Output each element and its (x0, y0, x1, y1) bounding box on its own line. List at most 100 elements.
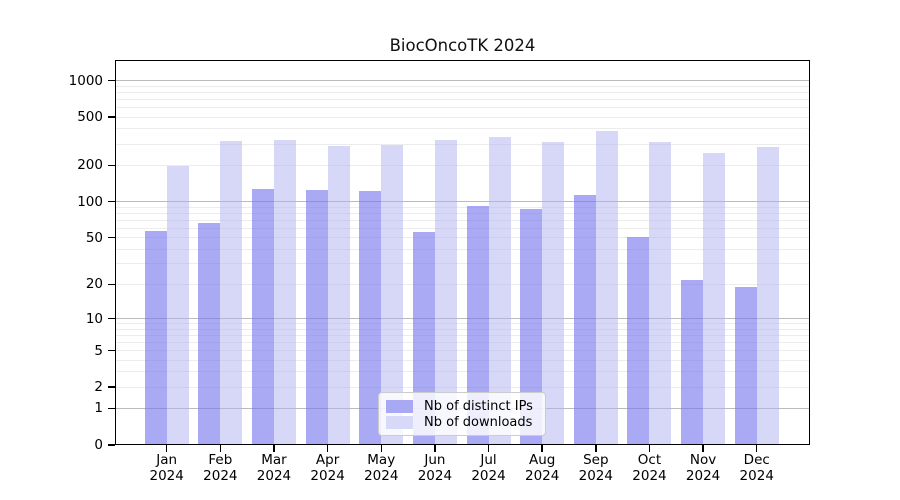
gridline-minor (116, 85, 809, 87)
gridline-major (116, 318, 809, 320)
bar-downloads-may (381, 145, 404, 445)
y-tick-mark (108, 444, 115, 446)
x-tick-mark (702, 445, 704, 452)
y-tick-label: 2 (94, 379, 103, 396)
x-tick-mark (487, 445, 490, 452)
x-tick-label: Sep 2024 (578, 452, 613, 484)
bar-distinct-ips-oct (627, 236, 650, 445)
gridline-minor (116, 107, 809, 109)
gridline-minor (116, 328, 809, 330)
y-tick-mark (108, 200, 115, 203)
gridline-minor (116, 323, 809, 325)
y-tick-mark (108, 79, 115, 82)
x-tick-label: Jun 2024 (417, 452, 453, 484)
bar-distinct-ips-jan (144, 230, 167, 445)
gridline-minor (116, 206, 809, 208)
bar-distinct-ips-jul (466, 205, 489, 445)
bar-distinct-ips-apr (305, 189, 328, 445)
bar-distinct-ips-feb (198, 223, 221, 445)
x-tick-label: Dec 2024 (739, 452, 774, 484)
gridline-major (116, 80, 809, 82)
gridline-minor (116, 237, 809, 239)
x-tick-mark (273, 445, 275, 452)
y-tick-label: 20 (85, 276, 103, 293)
bar-downloads-jul (488, 136, 511, 445)
gridline-minor (116, 283, 809, 285)
x-tick-label: Apr 2024 (310, 452, 345, 484)
x-tick-label: Oct 2024 (632, 452, 667, 484)
gridline-minor (116, 248, 809, 250)
y-tick-label: 10 (85, 310, 103, 327)
gridline-minor (116, 350, 809, 351)
gridline-minor (116, 164, 809, 166)
legend-item-downloads: Nb of downloads (386, 414, 538, 430)
y-tick-label: 1 (94, 400, 103, 417)
gridline-minor (116, 359, 809, 361)
y-tick-mark (108, 116, 115, 118)
x-tick-mark (326, 445, 329, 452)
gridline-minor (116, 386, 809, 388)
x-tick-mark (541, 445, 543, 452)
gridline-minor (116, 263, 809, 265)
gridline-minor (116, 334, 809, 336)
legend-swatch-downloads (386, 415, 413, 429)
gridline-minor (116, 227, 809, 229)
bar-downloads-sep (595, 130, 618, 445)
y-tick-label: 500 (77, 109, 103, 126)
legend: Nb of distinct IPs Nb of downloads (378, 392, 546, 436)
y-tick-mark (108, 349, 115, 352)
y-tick-label: 200 (77, 157, 103, 174)
gridline-minor (116, 91, 809, 93)
x-tick-label: Nov 2024 (685, 452, 721, 484)
gridline-minor (116, 341, 809, 343)
gridline-minor (116, 219, 809, 221)
x-tick-label: Mar 2024 (256, 452, 292, 484)
bar-downloads-apr (327, 145, 350, 445)
gridline-minor (116, 212, 809, 214)
x-tick-label: May 2024 (364, 452, 399, 484)
plot-border (115, 60, 810, 445)
bar-downloads-dec (756, 147, 779, 445)
legend-item-distinct-ips: Nb of distinct IPs (386, 398, 538, 414)
gridline-minor (116, 116, 809, 118)
y-tick-mark (108, 236, 115, 239)
y-tick-label: 100 (77, 193, 103, 210)
y-tick-mark (108, 164, 115, 167)
bar-distinct-ips-aug (520, 208, 543, 445)
y-tick-label: 50 (85, 229, 103, 246)
chart-title: BiocOncoTK 2024 (389, 36, 536, 55)
x-tick-mark (755, 445, 758, 452)
y-tick-label: 5 (94, 342, 103, 359)
bar-downloads-feb (220, 140, 243, 445)
x-tick-label: Jan 2024 (149, 452, 184, 484)
bar-downloads-nov (703, 153, 726, 445)
y-tick-label: 1000 (68, 72, 103, 89)
bar-downloads-mar (273, 140, 296, 445)
legend-label-downloads: Nb of downloads (424, 414, 533, 430)
x-tick-mark (595, 445, 597, 452)
bar-distinct-ips-jun (412, 231, 435, 445)
bar-downloads-jun (434, 139, 457, 445)
bar-distinct-ips-nov (681, 279, 704, 445)
gridline-minor (116, 128, 809, 130)
bar-distinct-ips-dec (734, 287, 757, 445)
x-tick-mark (380, 445, 382, 452)
x-tick-mark (165, 445, 168, 452)
legend-swatch-distinct-ips (386, 399, 413, 413)
x-tick-mark (434, 445, 436, 452)
gridline-minor (116, 143, 809, 145)
x-tick-label: Jul 2024 (471, 452, 506, 484)
bar-distinct-ips-may (359, 191, 382, 445)
bar-distinct-ips-sep (573, 195, 596, 445)
x-tick-label: Feb 2024 (203, 452, 238, 484)
x-tick-mark (219, 445, 222, 452)
gridline-major (116, 201, 809, 203)
bar-downloads-jan (166, 166, 189, 445)
bar-distinct-ips-mar (251, 189, 274, 445)
y-tick-mark (108, 386, 115, 388)
x-tick-mark (648, 445, 651, 452)
bar-downloads-aug (542, 141, 565, 445)
gridline-minor (116, 371, 809, 373)
bar-downloads-oct (649, 142, 672, 445)
